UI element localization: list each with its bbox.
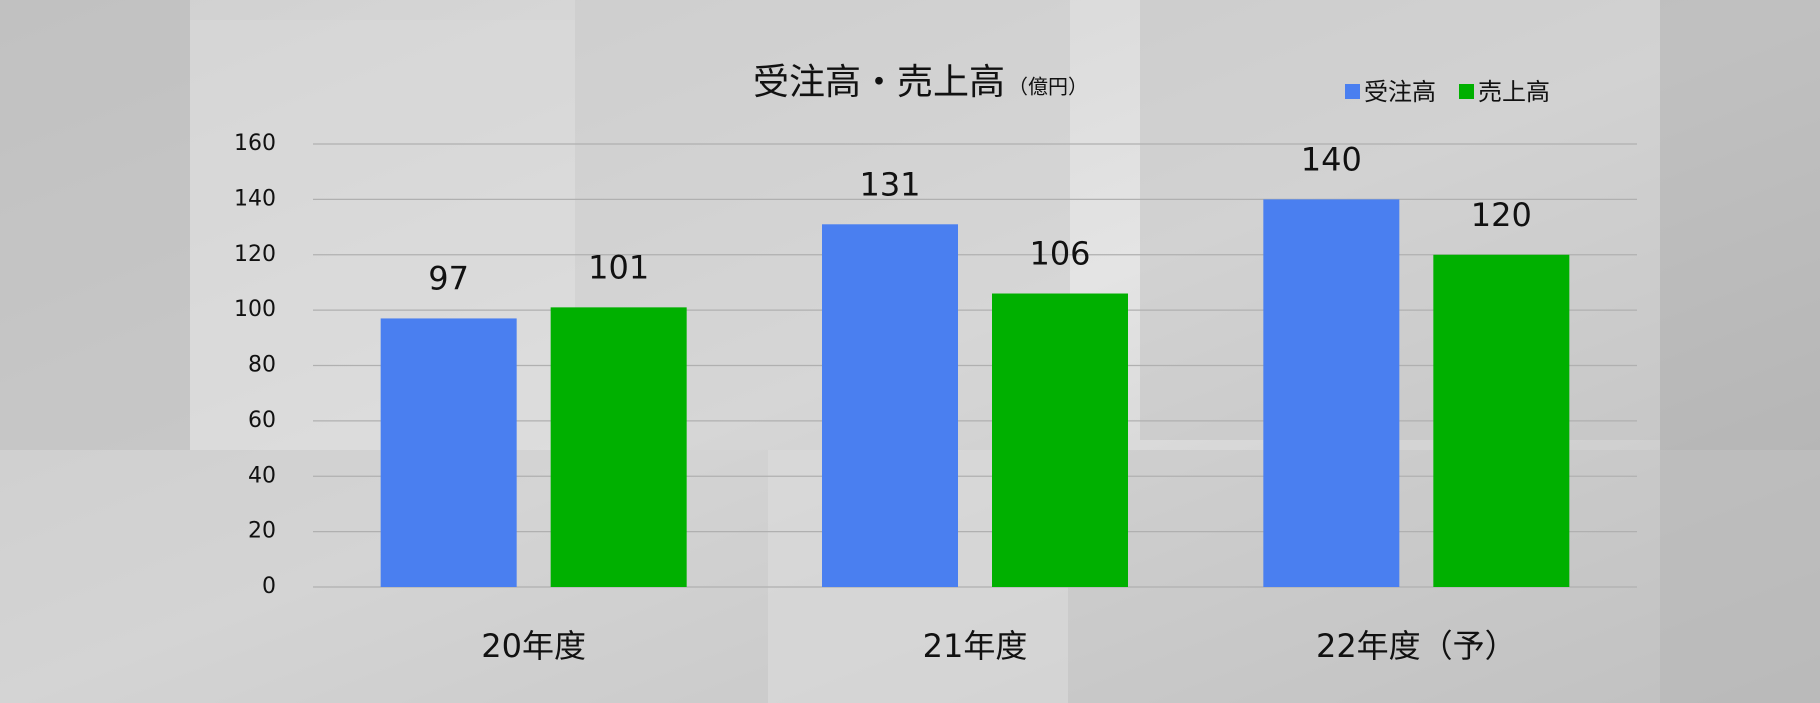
- y-tick-label: 120: [234, 242, 276, 267]
- value-label: 120: [1471, 196, 1532, 234]
- value-label: 101: [588, 248, 649, 286]
- y-tick-label: 80: [248, 353, 276, 378]
- legend-label: 売上高: [1478, 78, 1550, 106]
- bar: [550, 307, 687, 587]
- legend-swatch: [1459, 84, 1474, 99]
- y-tick-label: 160: [234, 131, 276, 156]
- chart-subtitle: （億円）: [1008, 75, 1088, 99]
- y-tick-label: 20: [248, 519, 276, 544]
- bar: [1263, 199, 1400, 587]
- background-photo: [1140, 0, 1660, 440]
- bar: [1433, 254, 1570, 587]
- legend-swatch: [1345, 84, 1360, 99]
- y-tick-label: 140: [234, 186, 276, 211]
- bar: [822, 224, 958, 587]
- chart-title: 受注高・売上高: [753, 62, 1005, 103]
- y-tick-label: 0: [262, 574, 276, 599]
- x-tick-label: 20年度: [481, 627, 586, 665]
- bar: [992, 293, 1128, 587]
- legend-label: 受注高: [1364, 78, 1436, 106]
- y-tick-label: 100: [234, 297, 276, 322]
- y-tick-label: 40: [248, 463, 276, 488]
- y-tick-label: 60: [248, 408, 276, 433]
- background-photo: [0, 0, 190, 450]
- value-label: 106: [1029, 235, 1090, 273]
- x-tick-label: 21年度: [923, 627, 1028, 665]
- value-label: 97: [428, 259, 469, 297]
- value-label: 131: [859, 165, 920, 203]
- value-label: 140: [1301, 140, 1362, 178]
- bar: [380, 318, 517, 587]
- x-tick-label: 22年度（予）: [1316, 627, 1517, 665]
